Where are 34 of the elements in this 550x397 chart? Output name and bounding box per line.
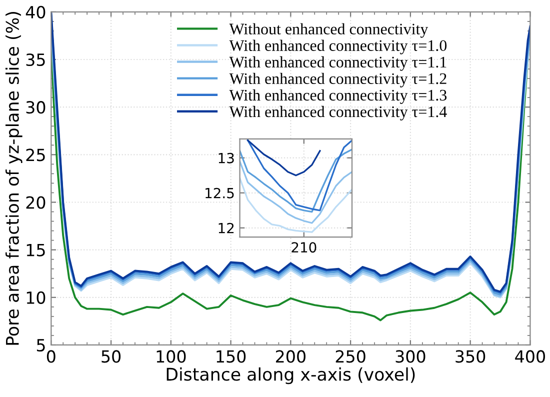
y-tick-label: 12 <box>218 222 234 234</box>
line-series <box>240 160 352 224</box>
y-tick-label: 12.5 <box>206 188 234 198</box>
line-series <box>240 177 352 233</box>
x-tick-label: 250 <box>336 350 366 363</box>
legend-label: With enhanced connectivity τ=1.1 <box>229 56 446 71</box>
y-tick-label: 10 <box>26 291 46 304</box>
x-tick-label: 200 <box>276 350 306 363</box>
y-tick-label: 35 <box>26 53 45 66</box>
y-tick-label: 13 <box>218 152 234 164</box>
x-tick-label: 0 <box>46 350 56 363</box>
line-series <box>246 140 352 212</box>
x-tick-label: 300 <box>396 350 426 363</box>
legend-label: With enhanced connectivity τ=1.2 <box>229 72 446 88</box>
legend-label: With enhanced connectivity τ=1.0 <box>229 40 447 54</box>
y-tick-label: 15 <box>26 244 45 256</box>
y-tick-label: 5 <box>36 339 45 352</box>
x-tick-label: 400 <box>515 350 545 363</box>
line-series <box>240 148 352 213</box>
legend-label: With enhanced connectivity τ=1.4 <box>229 106 447 120</box>
x-tick-label: 100 <box>156 350 186 363</box>
legend-label: Without enhanced connectivity <box>229 23 428 38</box>
line-series <box>246 140 321 176</box>
x-tick-label: 50 <box>102 350 121 363</box>
y-axis-title: Pore area fraction of yz-plane slice (%) <box>6 12 22 345</box>
legend-label: With enhanced connectivity τ=1.3 <box>229 89 447 104</box>
y-tick-label: 25 <box>26 148 45 162</box>
x-tick-label: 350 <box>456 350 486 363</box>
y-tick-label: 40 <box>26 6 46 18</box>
x-axis-title: Distance along x-axis (voxel) <box>166 367 415 384</box>
y-tick-label: 30 <box>26 101 46 114</box>
x-tick-label: 150 <box>216 350 246 363</box>
x-tick-label: 210 <box>292 242 316 253</box>
y-tick-label: 20 <box>26 196 46 209</box>
